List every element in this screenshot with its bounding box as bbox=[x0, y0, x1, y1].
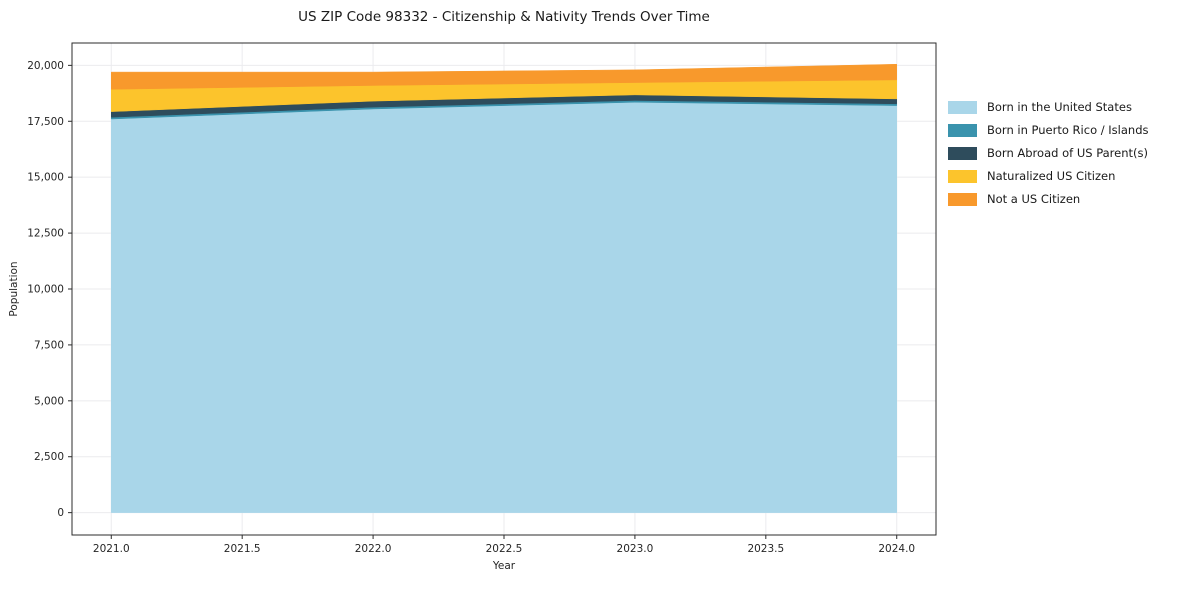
y-tick-label: 2,500 bbox=[34, 451, 64, 463]
y-tick-label: 10,000 bbox=[27, 284, 64, 296]
chart-title: US ZIP Code 98332 - Citizenship & Nativi… bbox=[298, 9, 710, 25]
x-tick-label: 2022.5 bbox=[486, 543, 523, 555]
legend-swatch bbox=[948, 169, 977, 183]
x-axis-label: Year bbox=[492, 560, 516, 572]
y-tick-label: 0 bbox=[57, 507, 64, 519]
x-tick-label: 2024.0 bbox=[878, 543, 915, 555]
legend-item-2: Born Abroad of US Parent(s) bbox=[948, 146, 1149, 160]
x-tick-label: 2021.5 bbox=[224, 543, 261, 555]
legend-swatch bbox=[948, 123, 977, 137]
y-tick-label: 12,500 bbox=[27, 228, 64, 240]
legend-label: Born in the United States bbox=[987, 100, 1132, 114]
legend-item-0: Born in the United States bbox=[948, 100, 1149, 114]
y-tick-label: 17,500 bbox=[27, 116, 64, 128]
y-axis-label: Population bbox=[8, 261, 20, 317]
legend-swatch bbox=[948, 192, 977, 206]
y-tick-label: 15,000 bbox=[27, 172, 64, 184]
legend-item-3: Naturalized US Citizen bbox=[948, 169, 1149, 183]
legend-item-4: Not a US Citizen bbox=[948, 192, 1149, 206]
legend: Born in the United States Born in Puerto … bbox=[948, 100, 1149, 206]
x-tick-label: 2021.0 bbox=[93, 543, 130, 555]
legend-swatch bbox=[948, 100, 977, 114]
legend-label: Not a US Citizen bbox=[987, 192, 1081, 206]
legend-item-1: Born in Puerto Rico / Islands bbox=[948, 123, 1149, 137]
y-tick-label: 5,000 bbox=[34, 395, 64, 407]
legend-swatch bbox=[948, 146, 977, 160]
legend-label: Born in Puerto Rico / Islands bbox=[987, 123, 1149, 137]
y-tick-label: 7,500 bbox=[34, 339, 64, 351]
x-tick-label: 2022.0 bbox=[355, 543, 392, 555]
x-tick-label: 2023.0 bbox=[617, 543, 654, 555]
x-tick-label: 2023.5 bbox=[747, 543, 784, 555]
area-series-0 bbox=[111, 102, 897, 513]
area-series-4 bbox=[111, 63, 897, 90]
legend-label: Naturalized US Citizen bbox=[987, 169, 1116, 183]
y-tick-label: 20,000 bbox=[27, 60, 64, 72]
legend-label: Born Abroad of US Parent(s) bbox=[987, 146, 1148, 160]
